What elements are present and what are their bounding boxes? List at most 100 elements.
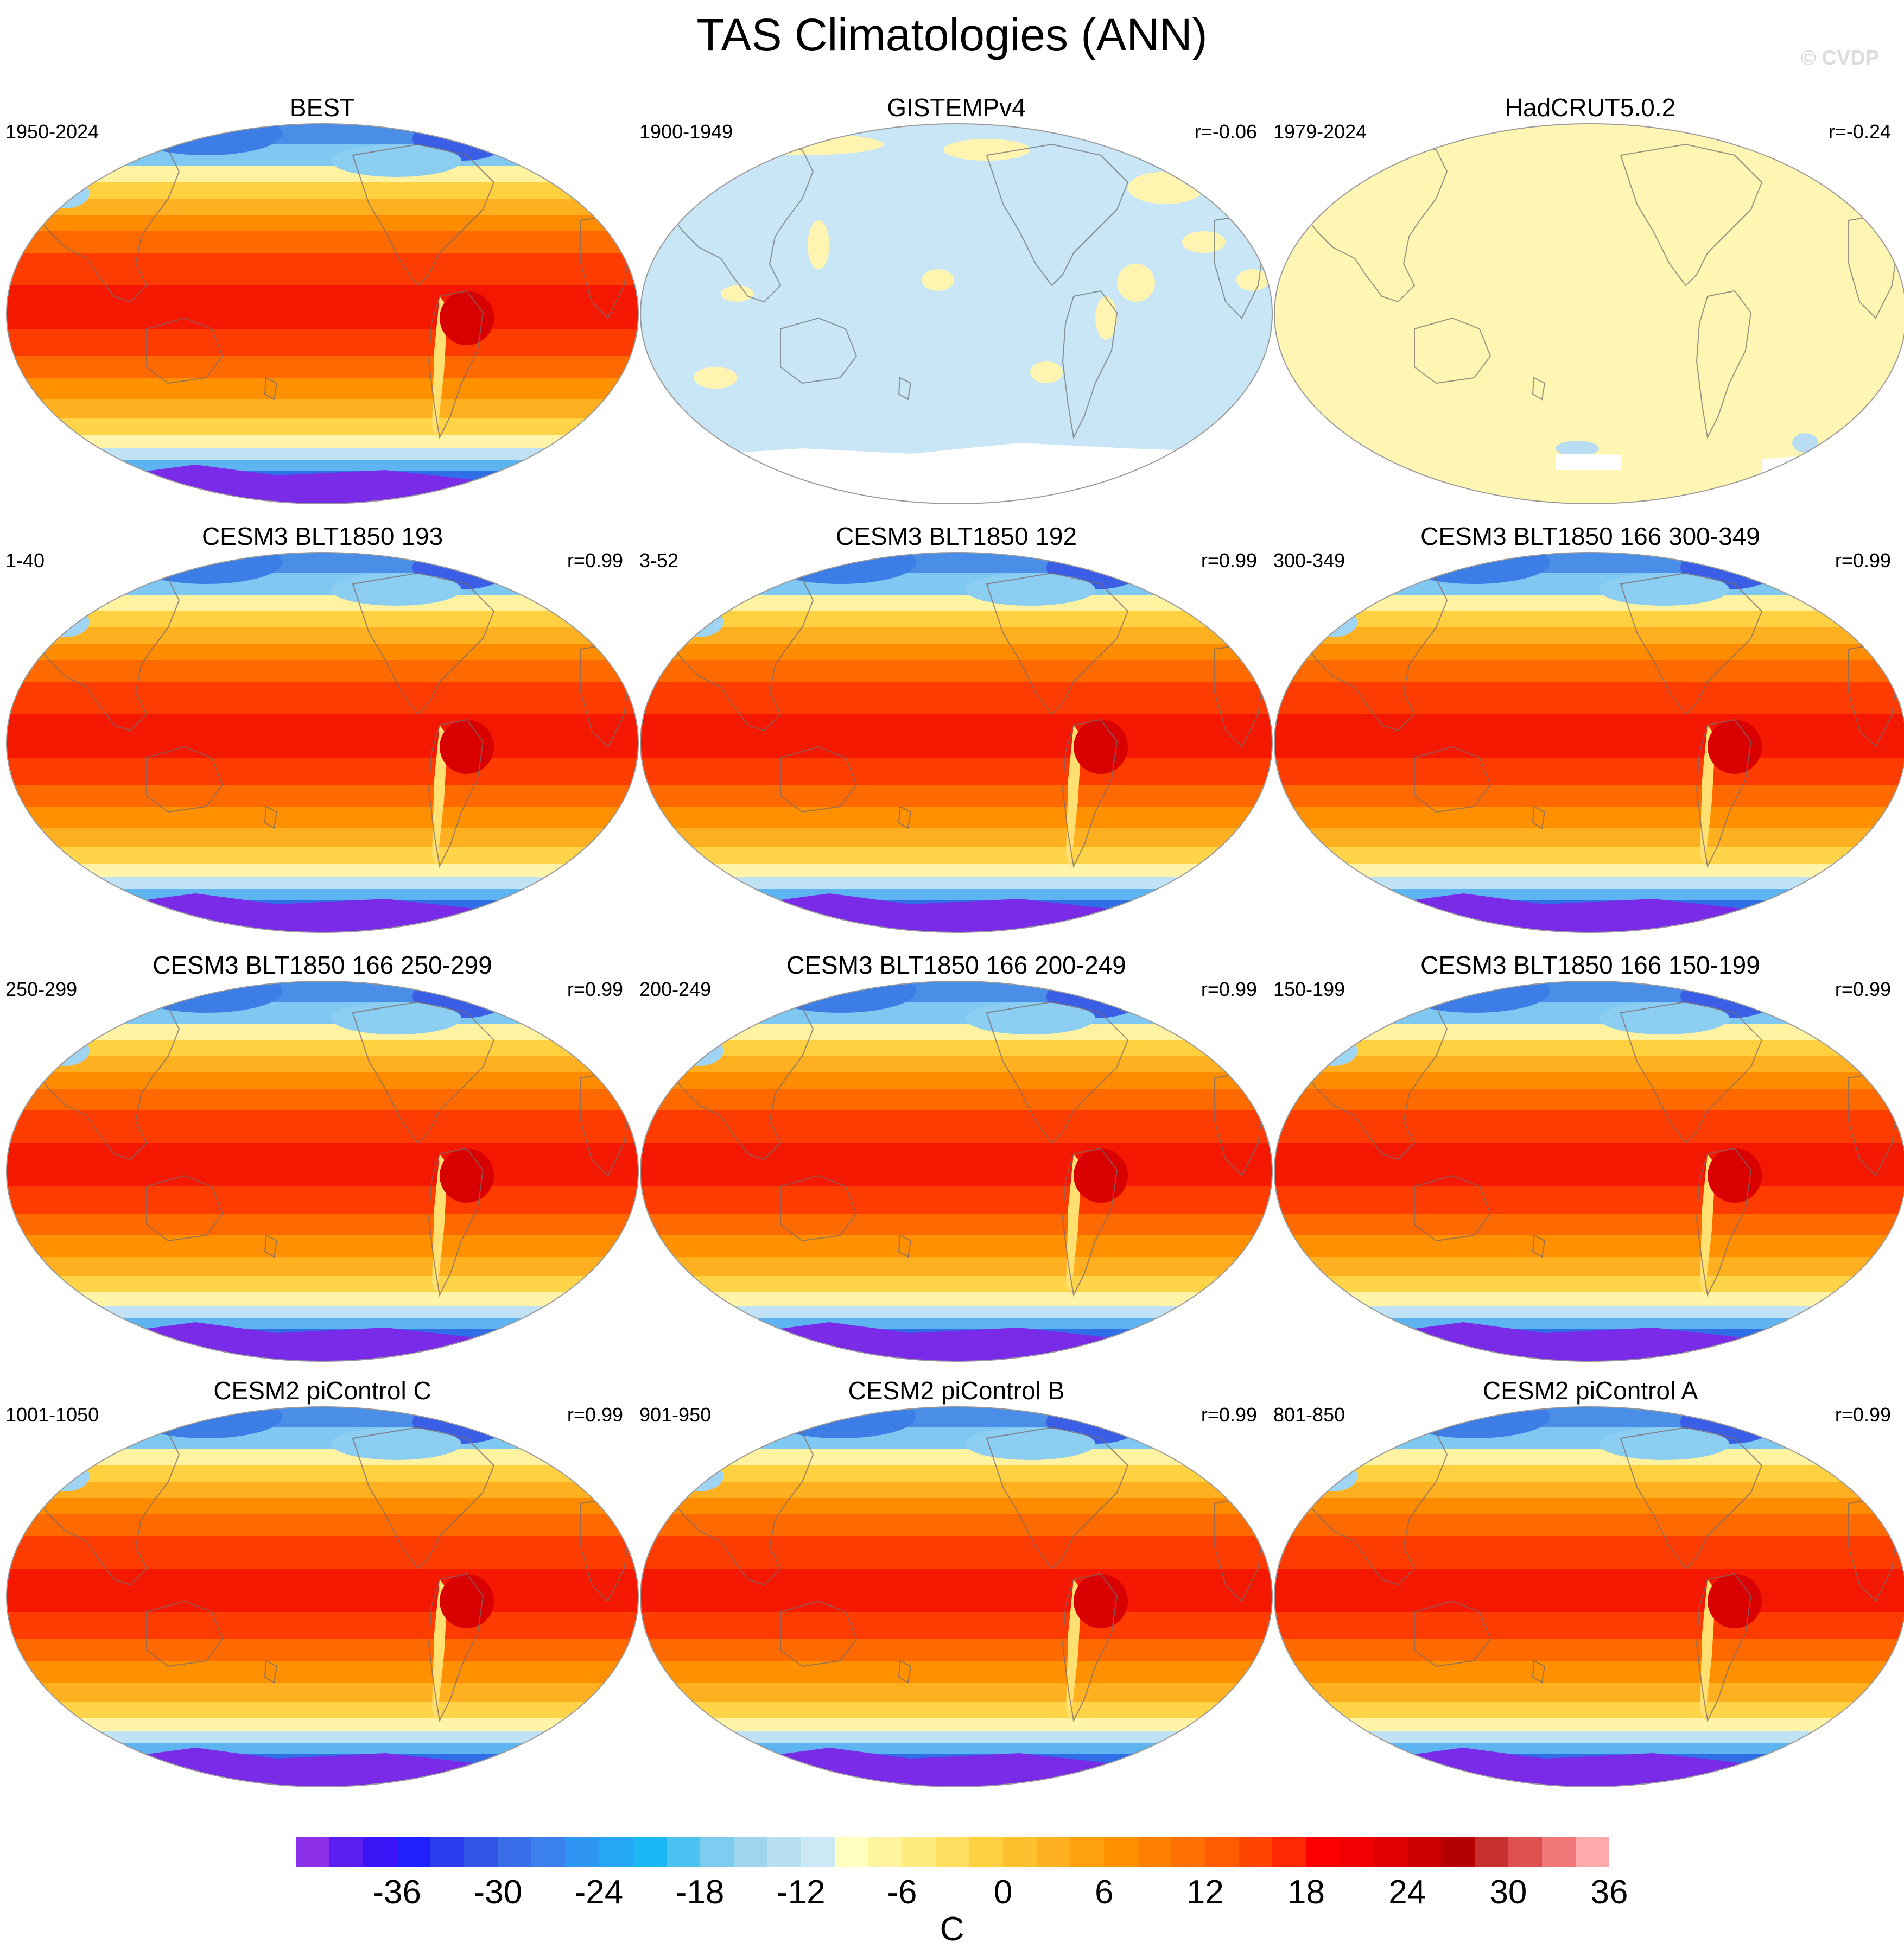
- panel-period: 901-950: [639, 1404, 712, 1426]
- robinson-map: [1274, 1406, 1904, 1787]
- colorbar-box: [1104, 1837, 1138, 1867]
- colorbar-tick-label: 36: [1590, 1874, 1628, 1911]
- colorbar-box: [767, 1837, 802, 1867]
- colorbar-box: [868, 1837, 903, 1867]
- robinson-map: [640, 123, 1273, 504]
- colorbar-tick-label: -24: [574, 1874, 624, 1911]
- colorbar-box: [531, 1837, 566, 1867]
- colorbar-box: [1205, 1837, 1239, 1867]
- colorbar-box: [1474, 1837, 1509, 1867]
- colorbar-box: [1070, 1837, 1105, 1867]
- map-panel: BEST 1950-2024: [5, 89, 639, 505]
- panel-period: 1950-2024: [5, 120, 99, 143]
- panel-period: 250-299: [5, 978, 78, 1000]
- panel-title: CESM3 BLT1850 166 150-199: [1420, 951, 1760, 979]
- colorbar-box: [935, 1837, 970, 1867]
- colorbar-box: [733, 1837, 768, 1867]
- map-panel: CESM2 piControl A 801-850 r=0.99: [1273, 1372, 1904, 1788]
- colorbar: [296, 1837, 1610, 1869]
- colorbar-box: [1575, 1837, 1610, 1867]
- panel-period: 801-850: [1273, 1404, 1346, 1426]
- colorbar-tick-label: 6: [1094, 1874, 1114, 1911]
- colorbar-box: [1508, 1837, 1543, 1867]
- figure-title: TAS Climatologies (ANN): [696, 9, 1208, 60]
- colorbar-box: [902, 1837, 936, 1867]
- colorbar-box: [969, 1837, 1004, 1867]
- map-panel: CESM2 piControl C 1001-1050 r=0.99: [5, 1372, 639, 1788]
- panel-title: BEST: [289, 93, 356, 122]
- colorbar-units: C: [940, 1910, 964, 1948]
- map-panel: CESM2 piControl B 901-950 r=0.99: [639, 1372, 1273, 1788]
- panel-correlation: r=0.99: [1835, 978, 1891, 1000]
- colorbar-tick-label: 30: [1489, 1874, 1527, 1911]
- robinson-map: [6, 123, 639, 504]
- robinson-map: [6, 981, 639, 1362]
- panel-period: 150-199: [1273, 978, 1346, 1000]
- robinson-map: [6, 1406, 639, 1787]
- panel-title: CESM2 piControl C: [213, 1376, 431, 1405]
- colorbar-box: [565, 1837, 599, 1867]
- colorbar-box: [1138, 1837, 1172, 1867]
- colorbar-tick-label: 18: [1287, 1874, 1325, 1911]
- colorbar-box: [801, 1837, 835, 1867]
- colorbar-box: [329, 1837, 364, 1867]
- map-panel: CESM3 BLT1850 166 200-249 200-249 r=0.99: [639, 947, 1273, 1362]
- map-panel: CESM3 BLT1850 166 150-199 150-199 r=0.99: [1273, 947, 1904, 1362]
- panel-correlation: r=0.99: [1201, 978, 1257, 1000]
- panel-correlation: r=0.99: [567, 978, 623, 1000]
- map-panel: CESM3 BLT1850 166 300-349 300-349 r=0.99: [1273, 518, 1904, 934]
- robinson-map: [640, 1406, 1273, 1787]
- panel-title: CESM2 piControl A: [1482, 1376, 1698, 1405]
- colorbar-box: [1037, 1837, 1071, 1867]
- panel-title: HadCRUT5.0.2: [1505, 93, 1676, 122]
- panel-correlation: r=-0.24: [1828, 120, 1891, 143]
- panel-title: CESM3 BLT1850 193: [201, 522, 443, 550]
- colorbar-box: [700, 1837, 734, 1867]
- panel-correlation: r=0.99: [567, 1404, 623, 1426]
- panel-title: GISTEMPv4: [887, 93, 1026, 122]
- colorbar-box: [1306, 1837, 1341, 1867]
- colorbar-box: [430, 1837, 465, 1867]
- panel-period: 1900-1949: [639, 120, 733, 143]
- colorbar-tick-label: -18: [675, 1874, 725, 1911]
- panel-period: 1979-2024: [1273, 120, 1367, 143]
- panel-title: CESM3 BLT1850 166 250-299: [153, 951, 492, 979]
- cvdp-watermark: © CVDP: [1800, 47, 1879, 69]
- colorbar-tick-label: 24: [1388, 1874, 1426, 1911]
- map-panel: CESM3 BLT1850 192 3-52 r=0.99: [639, 518, 1273, 934]
- panel-title: CESM2 piControl B: [848, 1376, 1065, 1405]
- panel-correlation: r=0.99: [1201, 549, 1257, 572]
- colorbar-box: [498, 1837, 532, 1867]
- panel-title: CESM3 BLT1850 192: [835, 522, 1077, 550]
- colorbar-tick-label: -6: [887, 1874, 917, 1911]
- colorbar-box: [464, 1837, 498, 1867]
- colorbar-box: [632, 1837, 667, 1867]
- map-panel: HadCRUT5.0.2 1979-2024 r=-0.24: [1273, 89, 1904, 505]
- panel-period: 1001-1050: [5, 1404, 99, 1426]
- panel-correlation: r=0.99: [1835, 1404, 1891, 1426]
- robinson-map: [6, 552, 639, 933]
- colorbar-box: [1003, 1837, 1037, 1867]
- colorbar-box: [1541, 1837, 1576, 1867]
- colorbar-box: [666, 1837, 701, 1867]
- robinson-map: [640, 981, 1273, 1362]
- panel-title: CESM3 BLT1850 166 200-249: [786, 951, 1126, 979]
- colorbar-box: [1407, 1837, 1442, 1867]
- map-panel: GISTEMPv4 1900-1949 r=-0.06: [639, 89, 1273, 505]
- colorbar-tick-label: 12: [1186, 1874, 1224, 1911]
- colorbar-box: [296, 1837, 330, 1867]
- panel-period: 1-40: [5, 549, 45, 572]
- colorbar-box: [834, 1837, 869, 1867]
- colorbar-box: [1272, 1837, 1307, 1867]
- colorbar-tick-label: -36: [372, 1874, 421, 1911]
- panel-correlation: r=-0.06: [1194, 120, 1257, 143]
- robinson-map: [1274, 123, 1904, 504]
- panel-title: CESM3 BLT1850 166 300-349: [1420, 522, 1760, 550]
- colorbar-box: [1440, 1837, 1475, 1867]
- colorbar-box: [1373, 1837, 1408, 1867]
- map-panel: CESM3 BLT1850 166 250-299 250-299 r=0.99: [5, 947, 639, 1362]
- robinson-map: [640, 552, 1273, 933]
- panel-period: 300-349: [1273, 549, 1346, 572]
- panel-period: 200-249: [639, 978, 712, 1000]
- panel-correlation: r=0.99: [1201, 1404, 1257, 1426]
